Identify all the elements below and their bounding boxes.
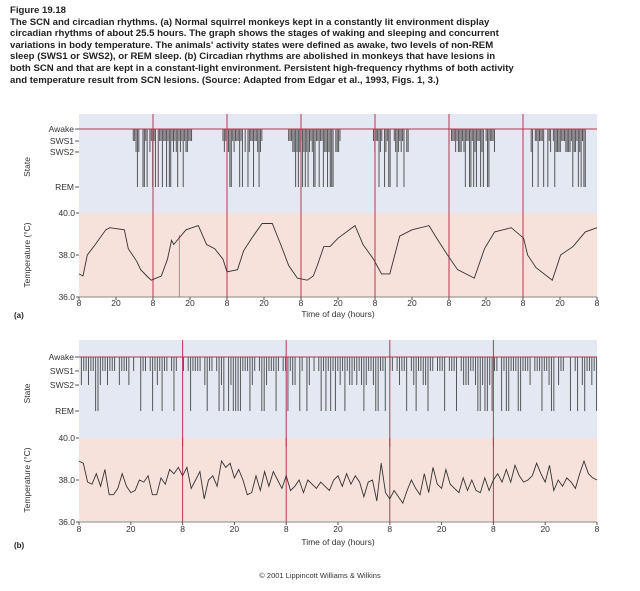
x-tick-label: 20 — [185, 298, 195, 308]
panel-label: (b) — [14, 541, 25, 550]
caption-line: circadian rhythms of about 25.5 hours. T… — [10, 28, 499, 40]
temperature-tick-label: 38.0 — [58, 475, 75, 485]
temperature-tick-label: 40.0 — [58, 208, 75, 218]
x-tick-label: 20 — [259, 298, 269, 308]
x-axis-title: Time of day (hours) — [301, 537, 375, 547]
state-axis-title: State — [22, 157, 32, 177]
x-tick-label: 8 — [595, 524, 600, 534]
x-tick-label: 20 — [437, 524, 447, 534]
x-tick-label: 20 — [540, 524, 550, 534]
state-level-label: SWS2 — [50, 147, 74, 157]
x-tick-label: 8 — [77, 524, 82, 534]
x-tick-label: 8 — [595, 298, 600, 308]
temperature-axis-title: Temperature (°C) — [22, 447, 32, 512]
state-level-label: SWS2 — [50, 380, 74, 390]
x-tick-label: 8 — [284, 524, 289, 534]
x-tick-label: 20 — [333, 298, 343, 308]
x-tick-label: 20 — [126, 524, 136, 534]
temperature-tick-label: 36.0 — [58, 292, 75, 302]
state-level-label: Awake — [49, 352, 75, 362]
temperature-trace — [78, 223, 598, 281]
state-axis-title: State — [22, 383, 32, 403]
x-tick-label: 8 — [180, 524, 185, 534]
x-tick-label: 8 — [225, 298, 230, 308]
x-tick-label: 20 — [111, 298, 121, 308]
temperature-tick-label: 36.0 — [58, 517, 75, 527]
x-tick-label: 20 — [555, 298, 565, 308]
caption-line: sleep (SWS1 or SWS2), or REM sleep. (b) … — [10, 51, 496, 63]
state-plot-area — [79, 114, 597, 220]
x-tick-label: 20 — [407, 298, 417, 308]
caption-line: both SCN and that are kept in a constant… — [10, 62, 514, 74]
x-tick-label: 20 — [481, 298, 491, 308]
temperature-plot-area — [79, 438, 597, 522]
x-tick-label: 8 — [447, 298, 452, 308]
caption-line: variations in body temperature. The anim… — [10, 39, 494, 51]
temperature-axis-title: Temperature (°C) — [22, 222, 32, 287]
temperature-tick-label: 40.0 — [58, 433, 75, 443]
x-tick-label: 8 — [491, 524, 496, 534]
x-axis-title: Time of day (hours) — [301, 309, 375, 319]
x-tick-label: 20 — [333, 524, 343, 534]
x-tick-label: 8 — [373, 298, 378, 308]
state-level-label: SWS1 — [50, 366, 74, 376]
copyright-notice: © 2001 Lippincott Williams & Wilkins — [259, 571, 381, 580]
figure-label: Figure 19.18 — [10, 5, 66, 16]
temperature-plot-area — [79, 213, 597, 297]
state-level-label: REM — [55, 406, 74, 416]
state-level-label: REM — [55, 182, 74, 192]
state-plot-area — [79, 340, 597, 447]
caption-line: The SCN and circadian rhythms. (a) Norma… — [10, 16, 490, 28]
panel-label: (a) — [14, 311, 24, 320]
state-level-label: Awake — [49, 124, 75, 134]
figure-caption: Figure 19.18 The SCN and circadian rhyth… — [10, 5, 635, 86]
state-level-label: SWS1 — [50, 136, 74, 146]
x-tick-label: 8 — [521, 298, 526, 308]
x-tick-label: 8 — [387, 524, 392, 534]
x-tick-label: 8 — [299, 298, 304, 308]
x-tick-label: 8 — [77, 298, 82, 308]
temperature-trace — [78, 459, 598, 505]
x-tick-label: 8 — [151, 298, 156, 308]
temperature-tick-label: 38.0 — [58, 250, 75, 260]
caption-line: and temperature result from SCN lesions.… — [10, 74, 439, 86]
x-tick-label: 20 — [230, 524, 240, 534]
